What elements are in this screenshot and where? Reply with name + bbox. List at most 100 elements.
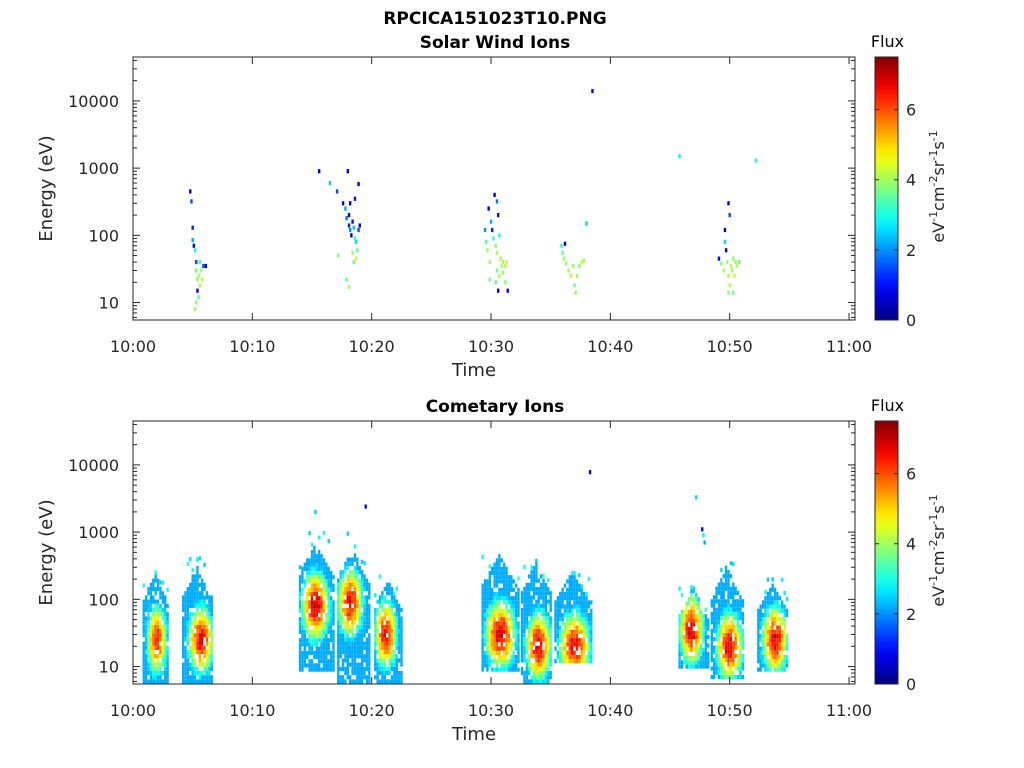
flux-cell [152,666,155,671]
flux-cell [707,643,710,648]
flux-cell [325,633,328,639]
flux-cell [578,638,581,643]
flux-cell [710,645,713,650]
flux-cell [358,628,361,634]
flux-cell [517,646,520,651]
flux-cell [739,653,742,659]
flux-cell [301,608,304,613]
flux-cell [769,629,772,634]
flux-cell [400,675,403,680]
flux-cell [495,646,499,651]
flux-cell [368,641,371,646]
flux-cell [381,641,384,646]
flux-cell [502,654,506,660]
flux-cell [337,645,340,650]
flux-cell [358,582,361,587]
flux-cell [365,649,369,655]
flux-cell [517,625,520,630]
flux-cell [327,587,330,592]
flux-cell [310,591,314,597]
flux-cell [507,638,511,643]
flux-cell [778,625,782,630]
flux-cell [687,618,691,623]
flux-cell [559,629,562,634]
flux-cell [142,624,145,629]
flux-cell [678,651,681,657]
flux-cell [317,650,321,655]
flux-cell [298,617,302,622]
flux-cell [203,633,206,638]
flux-cell [388,612,391,617]
flux-cell [486,633,489,639]
flux-cell [186,637,190,642]
flux-cell [573,283,576,288]
flux-cell [356,628,359,634]
flux-cell [575,579,579,584]
flux-cell [587,646,591,651]
flux-cell [341,595,345,600]
flux-cell [488,642,492,647]
flux-cell [298,659,302,664]
flux-cell [298,638,302,643]
y-tick-label: 10000 [68,456,119,475]
flux-cell [739,674,742,680]
flux-cell [313,566,316,571]
flux-cell [308,575,311,580]
flux-cell [549,675,552,680]
flux-cell [351,599,354,604]
flux-cell [491,621,494,626]
flux-cell [500,625,503,630]
flux-cell [505,625,508,630]
flux-cell [353,582,357,587]
flux-cell [481,587,484,592]
flux-cell [332,638,335,643]
flux-cell [483,596,487,601]
flux-cell [715,624,718,629]
flux-cell [585,633,588,639]
flux-cell [690,660,693,665]
flux-cell [189,557,192,562]
flux-cell [493,638,496,643]
flux-cell [193,666,197,671]
flux-cell [346,591,350,596]
flux-cell [196,574,199,579]
flux-cell [306,650,309,655]
flux-cell [142,666,145,671]
flux-cell [505,629,508,634]
flux-cell [549,633,552,638]
flux-cell [313,633,316,639]
flux-cell [502,612,506,618]
flux-cell [205,662,209,667]
flux-cell [320,650,323,655]
flux-cell [769,596,772,601]
flux-cell [329,612,333,618]
flux-cell [351,616,354,621]
flux-cell [530,616,533,621]
flux-cell [390,595,394,600]
flux-cell [332,629,335,634]
flux-cell [568,621,571,626]
flux-cell [587,604,591,609]
flux-cell [400,624,403,629]
flux-cell [196,637,199,642]
flux-cell [337,675,340,680]
flux-cell [344,599,347,604]
colorbar-title: Flux [871,396,904,415]
flux-cell [722,268,725,273]
flux-cell [386,679,389,684]
flux-cell [556,600,560,605]
flux-cell [687,635,691,640]
flux-cell [298,646,302,651]
flux-cell [729,658,733,663]
flux-cell [360,595,364,600]
flux-cell [590,642,593,647]
flux-cell [712,624,716,629]
flux-cell [208,654,211,659]
x-tick-label: 11:00 [826,337,872,356]
flux-cell [368,607,371,613]
flux-cell [400,607,403,613]
flux-cell [191,645,194,650]
flux-cell [374,633,377,638]
flux-cell [322,587,326,592]
